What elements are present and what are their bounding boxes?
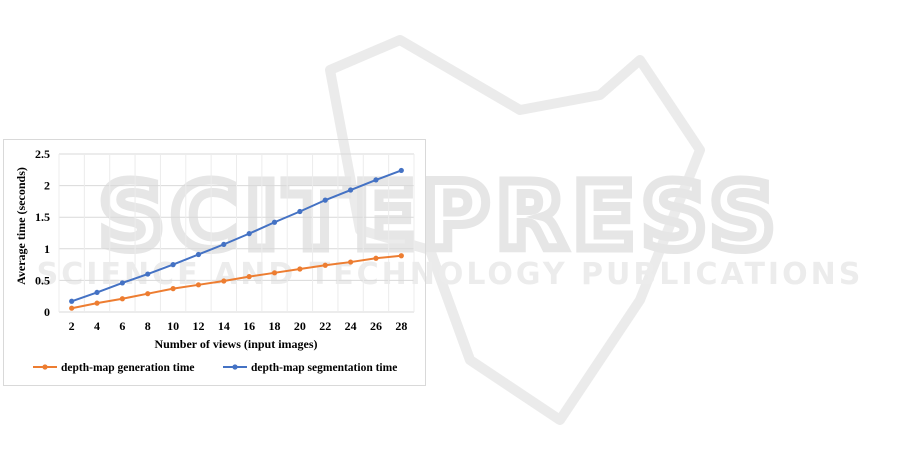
data-point <box>271 219 278 225</box>
x-tick-label: 12 <box>192 319 204 333</box>
data-point <box>221 241 227 247</box>
data-point <box>373 255 379 261</box>
x-tick-label: 8 <box>145 319 151 333</box>
data-point <box>348 259 354 265</box>
legend-swatch-marker <box>42 364 48 370</box>
data-point <box>246 274 252 280</box>
data-point <box>271 270 278 276</box>
series <box>69 167 404 311</box>
x-tick-label: 4 <box>94 319 100 333</box>
watermark-text-main: SCITEPRESS <box>98 163 781 270</box>
y-axis-title: Average time (seconds) <box>14 167 28 285</box>
data-point <box>246 231 252 237</box>
data-point <box>398 167 404 174</box>
data-point <box>221 278 227 284</box>
y-tick-label: 2.5 <box>35 147 50 161</box>
data-point <box>69 298 75 304</box>
line-chart: 00.511.522.52 4 6 8 10 12 14 16 18 20 22 24 26 28 Ave… <box>14 147 415 374</box>
x-tick-label: 24 <box>345 319 357 333</box>
legend-swatch-marker <box>232 364 238 370</box>
data-point <box>195 251 202 258</box>
x-tick-label: 16 <box>243 319 255 333</box>
series-line-2 <box>71 169 402 303</box>
data-point <box>94 300 100 306</box>
data-point <box>195 282 202 288</box>
x-tick-label: 10 <box>167 319 179 333</box>
x-tick-label: 22 <box>319 319 331 333</box>
data-point <box>398 253 404 259</box>
y-tick-label: 1 <box>44 242 50 256</box>
data-point <box>348 187 354 193</box>
x-axis-title: Number of views (input images) <box>154 337 317 351</box>
y-tick-label: 1.5 <box>35 210 50 224</box>
data-point <box>145 271 151 277</box>
data-point <box>119 280 125 286</box>
x-tick-label: 2 <box>69 319 75 333</box>
y-tick-label: 0 <box>44 305 50 319</box>
legend: depth-map generation time depth-map segme… <box>33 362 397 374</box>
data-point <box>297 208 303 215</box>
y-tick-label: 2 <box>44 179 50 193</box>
data-point <box>145 291 151 297</box>
x-tick-label: 26 <box>370 319 382 333</box>
gridlines <box>58 153 415 313</box>
data-point <box>170 286 176 292</box>
data-point <box>94 289 100 296</box>
x-tick-label: 6 <box>119 319 125 333</box>
series-line-1 <box>71 254 402 310</box>
data-point <box>170 262 176 268</box>
x-tick-label: 20 <box>294 319 306 333</box>
data-point <box>297 266 303 272</box>
y-tick-label: 0.5 <box>35 273 50 287</box>
watermark-book-logo <box>325 35 705 425</box>
data-point <box>322 197 328 203</box>
data-point <box>373 177 379 183</box>
data-point <box>119 296 125 302</box>
axes: 00.511.522.52 4 6 8 10 12 14 16 18 20 22 24 26 28 <box>35 147 407 333</box>
x-tick-label: 14 <box>218 319 230 333</box>
legend-entry-label: depth-map segmentation time <box>251 362 397 374</box>
data-point <box>322 262 328 268</box>
chart-frame: 0 0.5 1 1.5 2 2.5 2 4 6 8 10 12 14 16 18 20 22 24 26 28 Ave… <box>3 139 426 386</box>
data-point <box>69 305 75 311</box>
x-tick-label: 28 <box>395 319 407 333</box>
legend-entry-label: depth-map generation time <box>61 362 195 374</box>
x-tick-label: 18 <box>269 319 281 333</box>
